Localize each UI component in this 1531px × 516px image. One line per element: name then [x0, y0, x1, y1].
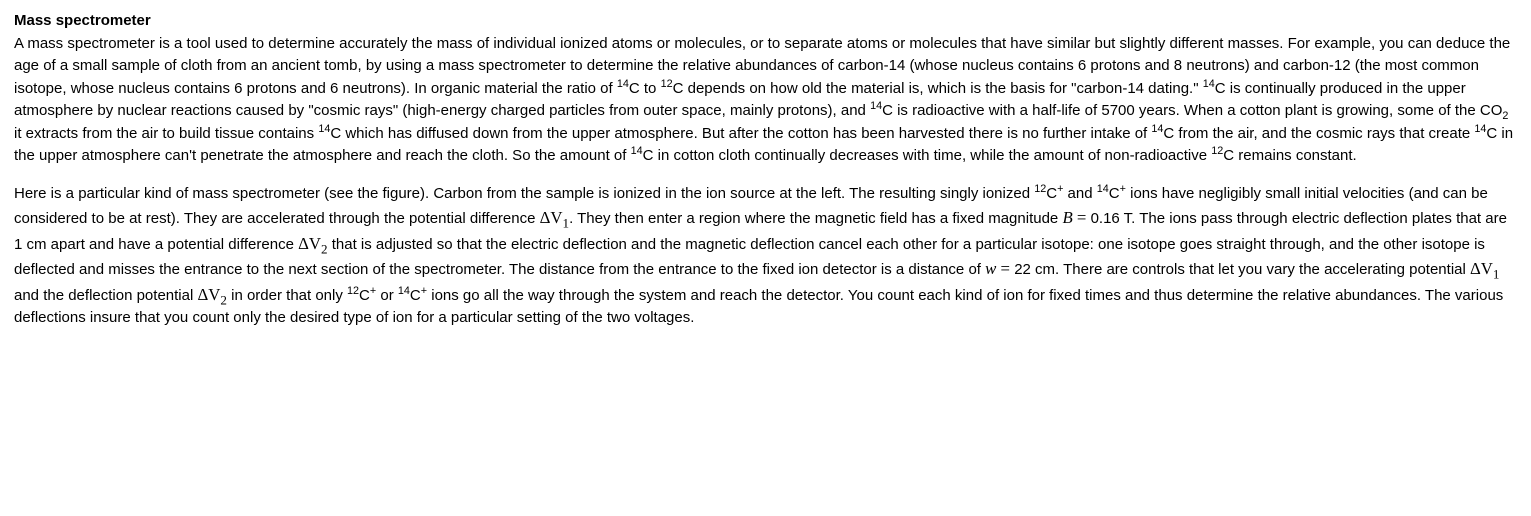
isotope-14c: 14C: [617, 80, 640, 97]
carbon: C: [629, 80, 640, 97]
text: cm. There are controls that let you vary…: [1031, 261, 1470, 278]
isotope-14c: 14C: [1474, 125, 1497, 142]
ion-12c-plus: 12C+: [1034, 185, 1063, 202]
super-14: 14: [1151, 123, 1163, 135]
carbon: C: [1163, 125, 1174, 142]
super-14: 14: [1203, 78, 1215, 90]
super-14: 14: [870, 100, 882, 112]
sub-2: 2: [1502, 110, 1508, 122]
paragraph-1: A mass spectrometer is a tool used to de…: [14, 33, 1517, 168]
dv-symbol: ΔV: [540, 208, 563, 227]
w-eq: w =: [985, 259, 1014, 278]
b-number: 0.16: [1091, 210, 1120, 227]
carbon: C: [359, 287, 370, 304]
text: in order that only: [227, 287, 347, 304]
carbon: C: [1046, 185, 1057, 202]
text: and the deflection potential: [14, 287, 197, 304]
super-14: 14: [617, 78, 629, 90]
section-title: Mass spectrometer: [14, 10, 1517, 33]
delta-v1: ΔV1: [540, 208, 569, 227]
sub-1: 1: [1493, 266, 1500, 281]
dv-symbol: ΔV: [1470, 259, 1493, 278]
super-12: 12: [661, 78, 673, 90]
isotope-14c: 14C: [318, 125, 341, 142]
isotope-14c: 14C: [1151, 125, 1174, 142]
text: is radioactive with a half-life of 5700 …: [893, 102, 1502, 119]
b-eq: B =: [1062, 208, 1090, 227]
text: it extracts from the air to build tissue…: [14, 125, 318, 142]
text: and: [1063, 185, 1096, 202]
carbon: C: [1215, 80, 1226, 97]
carbon: C: [1223, 147, 1234, 164]
text: . They then enter a region where the mag…: [569, 210, 1062, 227]
dv-symbol: ΔV: [197, 285, 220, 304]
text: to: [640, 80, 661, 97]
isotope-12c: 12C: [1211, 147, 1234, 164]
super-14: 14: [631, 145, 643, 157]
isotope-14c: 14C: [870, 102, 893, 119]
text: which has diffused down from the upper a…: [341, 125, 1151, 142]
super-12: 12: [1211, 145, 1223, 157]
dv-symbol: ΔV: [298, 234, 321, 253]
carbon: C: [410, 287, 421, 304]
carbon: C: [882, 102, 893, 119]
isotope-14c: 14C: [1203, 80, 1226, 97]
ion-12c-plus: 12C+: [347, 287, 376, 304]
super-12: 12: [347, 285, 359, 297]
text: remains constant.: [1234, 147, 1357, 164]
text: depends on how old the material is, whic…: [683, 80, 1202, 97]
delta-v2: ΔV2: [298, 234, 327, 253]
document-body: Mass spectrometer A mass spectrometer is…: [14, 10, 1517, 330]
super-14: 14: [318, 123, 330, 135]
text: in cotton cloth continually decreases wi…: [653, 147, 1211, 164]
carbon: C: [643, 147, 654, 164]
text: Here is a particular kind of mass spectr…: [14, 185, 1034, 202]
super-12: 12: [1034, 183, 1046, 195]
w-number: 22: [1014, 261, 1031, 278]
ion-14c-plus: 14C+: [1097, 185, 1126, 202]
carbon: C: [673, 80, 684, 97]
ion-14c-plus: 14C+: [398, 287, 427, 304]
delta-v2-b: ΔV2: [197, 285, 226, 304]
isotope-14c: 14C: [631, 147, 654, 164]
super-14: 14: [1097, 183, 1109, 195]
w-value: w =: [985, 259, 1014, 278]
text: from the air, and the cosmic rays that c…: [1174, 125, 1474, 142]
isotope-12c: 12C: [661, 80, 684, 97]
super-14: 14: [398, 285, 410, 297]
text: or: [376, 287, 398, 304]
super-14: 14: [1474, 123, 1486, 135]
carbon: C: [330, 125, 341, 142]
carbon: C: [1486, 125, 1497, 142]
delta-v1-b: ΔV1: [1470, 259, 1499, 278]
b-value: B =: [1062, 208, 1090, 227]
paragraph-2: Here is a particular kind of mass spectr…: [14, 183, 1517, 330]
carbon: C: [1109, 185, 1120, 202]
